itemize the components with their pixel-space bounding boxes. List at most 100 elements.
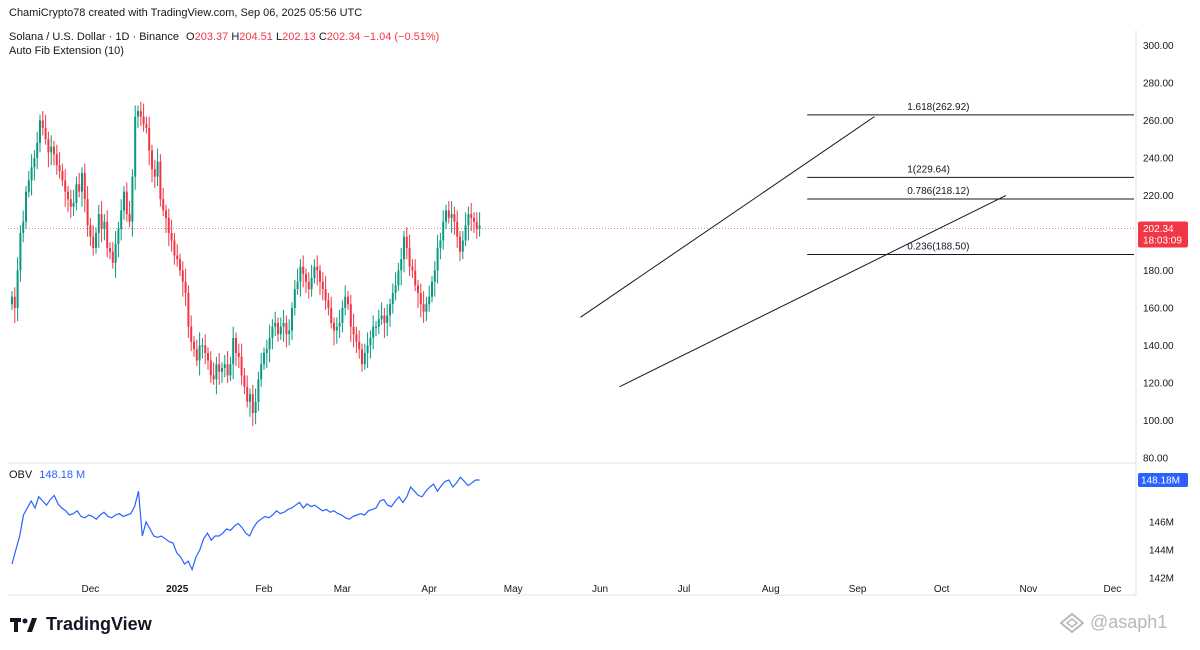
candle-body: [78, 184, 81, 192]
candle-body: [257, 379, 260, 402]
candle-body: [204, 345, 207, 353]
candle-body: [58, 165, 61, 172]
candle-body: [254, 401, 257, 413]
candle-body: [86, 199, 89, 226]
candle-body: [459, 236, 461, 252]
candle-body: [436, 247, 439, 271]
candle-body: [347, 296, 349, 305]
symbol-info: Solana / U.S. Dollar · 1D · Binance O203…: [9, 31, 439, 43]
candle-body: [394, 285, 397, 293]
candle-body: [372, 326, 375, 338]
candle-body: [221, 367, 223, 372]
candle-body: [310, 277, 313, 290]
candle-body: [33, 157, 36, 168]
obv-tag: [1138, 473, 1188, 487]
candle-body: [67, 191, 69, 200]
candle-body: [363, 352, 366, 365]
candle-body: [330, 307, 333, 323]
candle-body: [41, 120, 44, 128]
candle-body: [246, 386, 249, 402]
candle-body: [159, 161, 162, 200]
candle-body: [307, 281, 310, 290]
candle-body: [408, 247, 411, 267]
candle-body: [265, 349, 268, 353]
price-tick-label: 260.00: [1143, 116, 1174, 127]
open-label: O: [186, 31, 195, 43]
time-tick-label: 2025: [166, 584, 189, 595]
credit-text: ChamiCrypto78 created with TradingView.c…: [9, 7, 363, 19]
time-tick-label: Aug: [762, 584, 780, 595]
candle-body: [375, 326, 377, 328]
candle-body: [226, 364, 229, 376]
candle-body: [181, 270, 184, 282]
candle-body: [92, 236, 95, 248]
candle-body: [473, 217, 475, 222]
candle-body: [209, 360, 212, 376]
tradingview-logo[interactable]: TradingView: [10, 614, 152, 635]
time-tick-label: Sep: [849, 584, 867, 595]
candle-body: [366, 345, 369, 353]
candle-body: [467, 214, 470, 226]
price-tick-label: 120.00: [1143, 378, 1174, 389]
candle-body: [151, 150, 153, 170]
candle-body: [95, 232, 97, 248]
candle-body: [271, 326, 274, 338]
candle-body: [478, 225, 481, 230]
candle-body: [19, 232, 22, 271]
price-tick-label: 240.00: [1143, 153, 1174, 164]
candle-body: [148, 127, 151, 151]
candle-body: [386, 315, 389, 323]
price-tick-label: 100.00: [1143, 416, 1174, 427]
candle-body: [355, 334, 358, 342]
candle-body: [139, 111, 142, 117]
candle-body: [296, 281, 299, 290]
time-tick-label: Jul: [678, 584, 691, 595]
candle-body: [400, 259, 403, 271]
candle-body: [173, 240, 176, 256]
candle-body: [319, 270, 321, 282]
candle-body: [293, 289, 296, 308]
price-tick-label: 220.00: [1143, 191, 1174, 202]
candle-body: [422, 304, 425, 312]
candle-body: [425, 304, 428, 312]
candle-body: [470, 214, 473, 218]
time-tick-label: Feb: [255, 584, 273, 595]
candle-body: [313, 266, 316, 278]
candle-body: [100, 214, 103, 230]
candle-body: [39, 120, 41, 143]
candle-body: [249, 394, 251, 402]
indicator-label: Auto Fib Extension (10): [9, 45, 124, 57]
candle-body: [212, 375, 215, 380]
candle-body: [83, 172, 86, 200]
fib-level-label: 0.786(218.12): [907, 186, 969, 197]
candle-body: [72, 202, 75, 207]
candle-body: [109, 247, 111, 252]
candle-body: [417, 285, 419, 293]
candle-body: [207, 352, 209, 361]
candle-body: [431, 281, 433, 297]
candle-body: [349, 304, 352, 327]
candle-body: [453, 214, 456, 222]
fib-level-label: 0.236(188.50): [907, 242, 969, 253]
candle-body: [282, 322, 285, 327]
price-tick-label: 160.00: [1143, 303, 1174, 314]
candle-body: [321, 281, 324, 290]
candle-body: [106, 221, 109, 248]
diamond-logo-icon: [1060, 612, 1084, 633]
candle-body: [125, 191, 128, 215]
candle-body: [120, 210, 123, 230]
price-tick-label: 280.00: [1143, 78, 1174, 89]
high-label: H: [231, 31, 240, 43]
open-value: 203.37: [194, 31, 229, 43]
candle-body: [134, 116, 137, 177]
fib-level-label: 1.618(262.92): [907, 102, 969, 113]
time-tick-label: Mar: [334, 584, 352, 595]
close-value: 202.34: [326, 31, 361, 43]
obv-legend[interactable]: OBV 148.18 M: [9, 469, 85, 481]
candle-body: [288, 330, 291, 335]
candle-body: [156, 161, 159, 177]
obv-tag-label: 148.18M: [1141, 476, 1180, 487]
candle-body: [291, 307, 293, 331]
candle-body: [316, 266, 319, 271]
